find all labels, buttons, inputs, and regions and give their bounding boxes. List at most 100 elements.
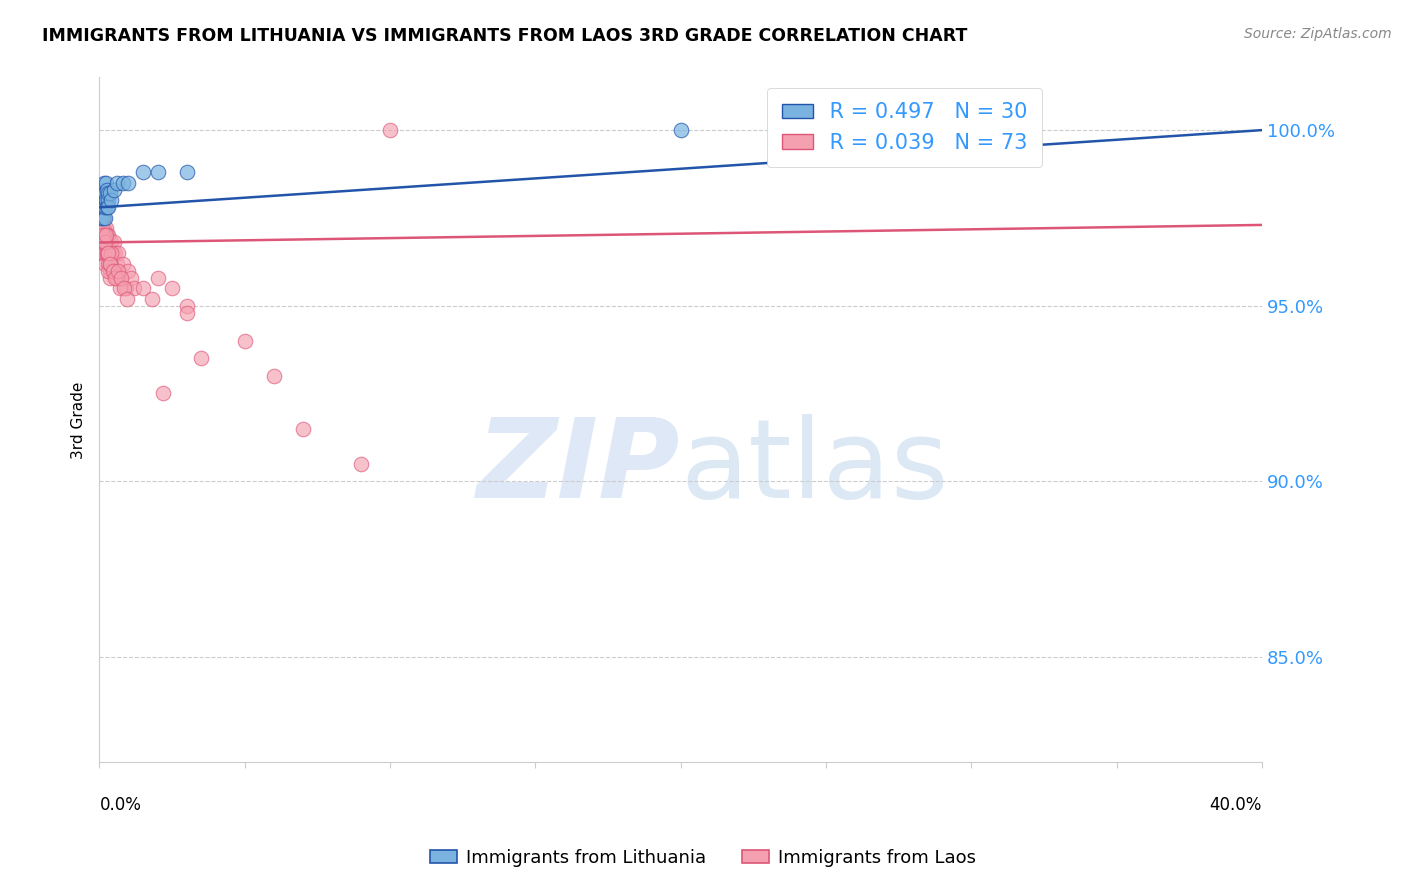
Point — [103, 263, 125, 277]
Point — [103, 235, 125, 250]
Point — [96, 246, 118, 260]
Point — [90, 221, 112, 235]
Point — [176, 299, 198, 313]
Point — [96, 228, 118, 243]
Point — [97, 263, 120, 277]
Point — [98, 186, 121, 201]
Text: Source: ZipAtlas.com: Source: ZipAtlas.com — [1244, 27, 1392, 41]
Point — [93, 200, 115, 214]
Point — [96, 200, 118, 214]
Point — [105, 256, 128, 270]
Point — [97, 200, 120, 214]
Point — [103, 263, 125, 277]
Point — [111, 176, 134, 190]
Point — [97, 186, 120, 201]
Point — [94, 228, 117, 243]
Point — [91, 228, 114, 243]
Point — [97, 235, 120, 250]
Point — [190, 351, 212, 366]
Point — [100, 235, 122, 250]
Point — [97, 194, 120, 208]
Point — [114, 281, 136, 295]
Point — [94, 221, 117, 235]
Point — [104, 246, 127, 260]
Point — [90, 221, 112, 235]
Point — [105, 270, 128, 285]
Point — [160, 281, 183, 295]
Point — [141, 292, 163, 306]
Legend:  R = 0.497   N = 30,  R = 0.039   N = 73: R = 0.497 N = 30, R = 0.039 N = 73 — [768, 87, 1042, 168]
Point — [100, 194, 122, 208]
Point — [108, 270, 131, 285]
Point — [91, 194, 114, 208]
Point — [111, 256, 134, 270]
Point — [96, 183, 118, 197]
Point — [94, 176, 117, 190]
Point — [117, 176, 139, 190]
Point — [97, 246, 120, 260]
Point — [93, 194, 115, 208]
Point — [124, 281, 146, 295]
Text: ZIP: ZIP — [477, 414, 681, 521]
Point — [93, 228, 115, 243]
Point — [93, 235, 115, 250]
Point — [176, 306, 198, 320]
Point — [96, 246, 118, 260]
Point — [112, 281, 135, 295]
Point — [98, 263, 121, 277]
Point — [93, 211, 115, 225]
Point — [93, 186, 115, 201]
Point — [93, 221, 115, 235]
Point — [91, 246, 114, 260]
Point — [132, 281, 155, 295]
Point — [91, 246, 114, 260]
Point — [93, 211, 115, 225]
Point — [378, 123, 401, 137]
Point — [97, 246, 120, 260]
Point — [146, 270, 169, 285]
Point — [94, 200, 117, 214]
Point — [94, 235, 117, 250]
Point — [93, 235, 115, 250]
Point — [101, 263, 124, 277]
Point — [90, 235, 112, 250]
Point — [98, 256, 121, 270]
Point — [94, 228, 117, 243]
Point — [94, 194, 117, 208]
Point — [291, 422, 314, 436]
Point — [350, 457, 373, 471]
Point — [152, 386, 174, 401]
Point — [90, 228, 112, 243]
Point — [107, 246, 129, 260]
Point — [98, 256, 121, 270]
Point — [101, 246, 124, 260]
Point — [91, 183, 114, 197]
Point — [94, 246, 117, 260]
Point — [103, 183, 125, 197]
Point — [90, 194, 112, 208]
Point — [115, 292, 138, 306]
Text: atlas: atlas — [681, 414, 949, 521]
Point — [233, 334, 256, 348]
Point — [93, 176, 115, 190]
Point — [132, 165, 155, 179]
Point — [100, 256, 122, 270]
Point — [120, 270, 142, 285]
Point — [94, 228, 117, 243]
Point — [98, 270, 121, 285]
Point — [108, 281, 131, 295]
Point — [110, 270, 132, 285]
Point — [90, 211, 112, 225]
Point — [91, 228, 114, 243]
Point — [107, 263, 129, 277]
Point — [94, 186, 117, 201]
Text: IMMIGRANTS FROM LITHUANIA VS IMMIGRANTS FROM LAOS 3RD GRADE CORRELATION CHART: IMMIGRANTS FROM LITHUANIA VS IMMIGRANTS … — [42, 27, 967, 45]
Point — [117, 263, 139, 277]
Point — [91, 228, 114, 243]
Point — [263, 368, 285, 383]
Point — [146, 165, 169, 179]
Point — [105, 176, 128, 190]
Point — [91, 211, 114, 225]
Point — [93, 256, 115, 270]
Point — [97, 256, 120, 270]
